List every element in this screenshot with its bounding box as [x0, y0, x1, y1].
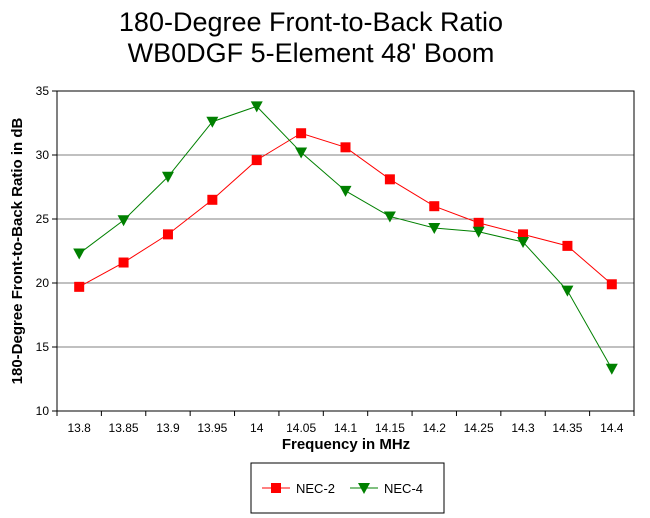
y-ticks: 10 15 20 25 30 35: [36, 84, 57, 418]
data-point-nec-4: [605, 363, 618, 375]
y-axis-label: 180-Degree Front-to-Back Ratio in dB: [9, 117, 26, 384]
data-point-nec-2: [207, 194, 218, 205]
legend-label-nec-4: NEC-4: [384, 481, 423, 496]
data-point-nec-2: [251, 155, 262, 166]
x-tick-label: 13.8: [68, 421, 92, 435]
x-tick-label: 14: [250, 421, 264, 435]
grid-lines: [57, 154, 634, 348]
chart-title: 180-Degree Front-to-Back Ratio: [118, 7, 504, 37]
data-point-nec-2: [473, 217, 484, 228]
data-point-nec-2: [606, 279, 617, 290]
data-point-nec-2: [118, 257, 129, 268]
legend-label-nec-2: NEC-2: [296, 481, 335, 496]
legend: NEC-2 NEC-4: [250, 462, 445, 514]
x-tick-label: 14.35: [552, 421, 582, 435]
x-tick-label: 14.2: [423, 421, 447, 435]
data-point-nec-4: [117, 215, 130, 227]
data-point-nec-4: [472, 226, 485, 238]
chart-subtitle: WB0DGF 5-Element 48' Boom: [127, 38, 495, 68]
data-point-nec-2: [562, 240, 573, 251]
data-point-nec-4: [517, 237, 530, 249]
x-tick-label: 14.15: [375, 421, 405, 435]
x-tick-label: 14.1: [334, 421, 358, 435]
data-point-nec-4: [161, 171, 174, 183]
plot-frame: [56, 90, 635, 412]
x-tick-label: 13.95: [197, 421, 227, 435]
legend-marker-nec-4: [358, 483, 370, 494]
data-point-nec-4: [206, 116, 219, 128]
y-tick-label: 10: [36, 404, 50, 418]
data-point-nec-2: [384, 174, 395, 185]
data-point-nec-2: [429, 201, 440, 212]
x-tick-label: 13.85: [109, 421, 139, 435]
data-point-nec-4: [295, 147, 308, 159]
data-point-nec-2: [162, 229, 173, 240]
data-point-nec-2: [518, 229, 529, 240]
x-tick-label: 14.3: [511, 421, 535, 435]
x-tick-label: 13.9: [156, 421, 180, 435]
x-tick-label: 14.25: [464, 421, 494, 435]
data-point-nec-4: [339, 185, 352, 197]
data-point-nec-4: [73, 248, 86, 260]
y-tick-label: 35: [36, 84, 50, 98]
data-point-nec-4: [561, 285, 574, 297]
data-point-nec-4: [428, 222, 441, 234]
legend-marker-nec-2: [271, 483, 281, 493]
y-tick-label: 20: [36, 276, 50, 290]
x-tick-label: 14.05: [286, 421, 316, 435]
series-group: [73, 101, 618, 375]
y-tick-label: 30: [36, 148, 50, 162]
x-ticks: 13.8 13.85 13.9 13.95 14 14.05 14.1 14.15 14.2 14…: [56, 411, 635, 435]
series-nec-2: [74, 128, 617, 292]
data-point-nec-2: [340, 142, 351, 153]
x-axis-label: Frequency in MHz: [282, 436, 410, 453]
y-tick-label: 25: [36, 212, 50, 226]
data-point-nec-2: [74, 281, 85, 292]
y-tick-label: 15: [36, 340, 50, 354]
series-nec-4: [73, 101, 618, 375]
data-point-nec-4: [383, 211, 396, 223]
data-point-nec-4: [250, 101, 263, 113]
data-point-nec-2: [296, 128, 307, 139]
x-tick-label: 14.4: [600, 421, 624, 435]
series-line-nec-2: [78, 132, 613, 288]
